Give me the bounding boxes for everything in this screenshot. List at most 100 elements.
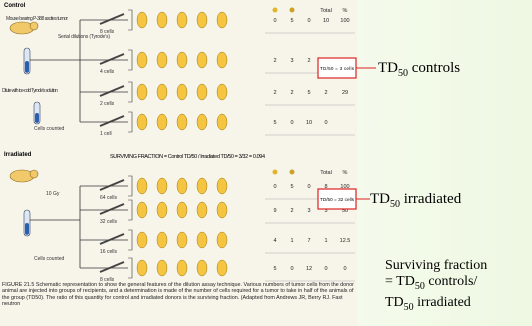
mouse-icon — [177, 114, 187, 130]
mouse-icon — [157, 202, 167, 218]
mouse-icon — [217, 202, 227, 218]
mouse-icon — [197, 202, 207, 218]
donor-head — [30, 170, 38, 178]
mouse-icon — [197, 232, 207, 248]
dose-label: 10 Gy — [46, 191, 60, 197]
surviving-formula: SURVIVING FRACTION = Control TD/50 / Irr… — [110, 154, 265, 160]
mouse-icon — [197, 260, 207, 276]
table-cell: 0 — [273, 18, 276, 24]
table-cell: 100 — [340, 18, 349, 24]
table-cell: 2 — [324, 90, 327, 96]
td50-controls: TD50 controls — [378, 60, 460, 82]
table-cell: 0 — [290, 120, 293, 126]
figure-bg — [0, 0, 357, 326]
mouse-icon — [137, 232, 147, 248]
table-header: Total — [320, 170, 332, 176]
mouse-icon — [177, 178, 187, 194]
table-cell: 2 — [307, 58, 310, 64]
mouse-icon — [137, 260, 147, 276]
table-cell: 0 — [343, 266, 346, 272]
header-dot — [273, 170, 278, 175]
mouse-icon — [217, 232, 227, 248]
row-label: 1 cell — [100, 131, 112, 137]
mouse-icon — [197, 84, 207, 100]
table-cell: 7 — [307, 238, 310, 244]
mouse-icon — [197, 12, 207, 28]
row-label: 2 cells — [100, 101, 115, 107]
control-title: Control — [4, 3, 26, 9]
mouse-icon — [177, 12, 187, 28]
table-cell: 4 — [273, 238, 276, 244]
mouse-icon — [217, 84, 227, 100]
mouse-icon — [177, 52, 187, 68]
row-label: 64 cells — [100, 195, 117, 201]
row-label: 32 cells — [100, 219, 117, 225]
table-cell: 0 — [307, 184, 310, 190]
table-cell: 10 — [306, 120, 312, 126]
mouse-icon — [177, 260, 187, 276]
tube-liquid — [35, 113, 39, 123]
tube-liquid — [25, 61, 29, 73]
table-cell: 10 — [323, 18, 329, 24]
donor-head — [30, 22, 38, 30]
tube-liquid — [25, 223, 29, 235]
table-header: % — [343, 170, 348, 176]
mouse-icon — [157, 12, 167, 28]
td50-irradiated: TD50 irradiated — [370, 191, 461, 213]
counted-label: Cells counted — [34, 256, 65, 262]
row-label: 4 cells — [100, 69, 115, 75]
table-cell: 2 — [290, 208, 293, 214]
mouse-icon — [177, 232, 187, 248]
mouse-icon — [157, 84, 167, 100]
table-cell: 3 — [290, 58, 293, 64]
dilute-label: Dilute with ice-cold Tyrode's solution — [2, 88, 58, 94]
table-cell: 5 — [273, 120, 276, 126]
mouse-icon — [157, 260, 167, 276]
mouse-icon — [197, 178, 207, 194]
table-cell: 2 — [273, 90, 276, 96]
table-cell: 5 — [307, 90, 310, 96]
table-cell: 1 — [324, 238, 327, 244]
td50-irradiated: TD/50 = 32 cells — [320, 197, 355, 202]
mouse-icon — [177, 84, 187, 100]
table-cell: 0 — [290, 266, 293, 272]
mouse-icon — [217, 114, 227, 130]
row-label: 16 cells — [100, 249, 117, 255]
header-dot — [290, 8, 295, 13]
mouse-icon — [217, 12, 227, 28]
header-dot — [290, 170, 295, 175]
donor-label: Mouse bearing P-388 ascites tumor — [6, 16, 68, 22]
table-cell: 29 — [342, 90, 348, 96]
table-cell: 3 — [307, 208, 310, 214]
mouse-icon — [197, 52, 207, 68]
mouse-icon — [137, 84, 147, 100]
table-header: % — [343, 8, 348, 14]
mouse-icon — [217, 260, 227, 276]
caption-box: FIGURE 21.5 Schematic representation to … — [2, 282, 356, 326]
mouse-icon — [137, 202, 147, 218]
mouse-icon — [217, 178, 227, 194]
table-cell: 0 — [273, 184, 276, 190]
table-cell: 9 — [273, 208, 276, 214]
mouse-icon — [157, 114, 167, 130]
table-cell: 5 — [290, 18, 293, 24]
header-dot — [273, 8, 278, 13]
table-cell: 2 — [273, 58, 276, 64]
table-cell: 12 — [306, 266, 312, 272]
mouse-icon — [137, 52, 147, 68]
mouse-icon — [177, 202, 187, 218]
table-cell: 0 — [324, 266, 327, 272]
fraction-note: Surviving fraction = TD50 controls/ TD50… — [385, 258, 487, 316]
mouse-icon — [157, 232, 167, 248]
table-cell: 1 — [290, 238, 293, 244]
irradiated-title: Irradiated — [4, 152, 32, 158]
mouse-icon — [137, 12, 147, 28]
table-cell: 5 — [290, 184, 293, 190]
mouse-icon — [157, 178, 167, 194]
table-cell: 2 — [290, 90, 293, 96]
page: Total%8 cells050101004 cells2325712 cell… — [0, 0, 532, 326]
table-cell: 0 — [324, 120, 327, 126]
table-header: Total — [320, 8, 332, 14]
table-cell: 0 — [307, 18, 310, 24]
mouse-icon — [217, 52, 227, 68]
